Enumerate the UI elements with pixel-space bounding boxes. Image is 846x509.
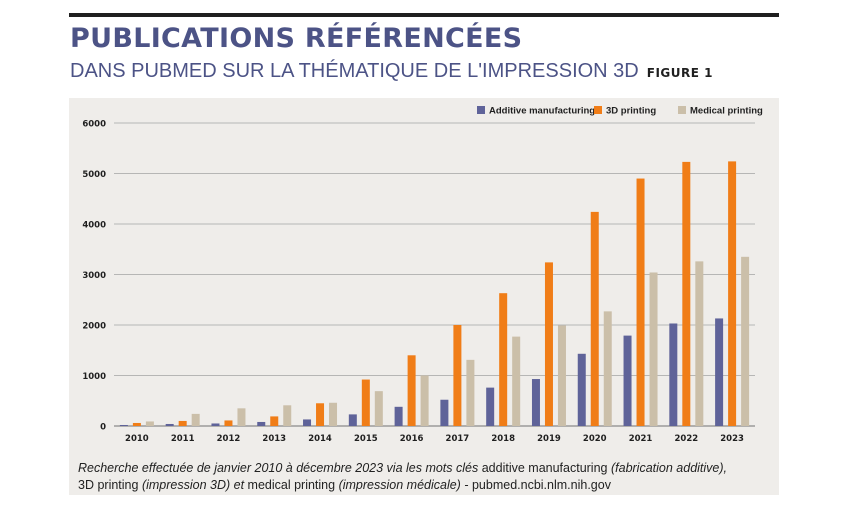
- bar: [407, 355, 416, 426]
- bar: [132, 422, 141, 426]
- bar-chart: 0 1000 2000 3000 4000 5000 6000 2010 2011 2012 201…: [82, 106, 763, 445]
- bar: [270, 416, 279, 426]
- caption-text-2: (fabrication additive),: [610, 461, 728, 475]
- bar: [544, 262, 553, 426]
- legend-label: Additive manufacturing: [489, 106, 595, 117]
- figure-label: FIGURE 1: [646, 66, 713, 80]
- caption-source-link[interactable]: pubmed.ncbi.nlm.nih.gov: [471, 477, 611, 492]
- bar: [453, 325, 462, 426]
- page-title: PUBLICATIONS RÉFÉRENCÉES: [70, 23, 523, 54]
- top-rule: [69, 13, 779, 17]
- bar: [119, 424, 128, 426]
- caption-keyword-medical: medical printing: [247, 477, 336, 492]
- bar: [283, 405, 292, 426]
- bar: [466, 359, 475, 426]
- bar: [577, 353, 586, 426]
- bar: [499, 293, 508, 426]
- x-tick-label: 2023: [720, 434, 744, 444]
- x-tick-label: 2019: [537, 434, 561, 444]
- bar: [728, 161, 737, 426]
- bar: [695, 261, 704, 426]
- y-tick-label: 0: [100, 423, 106, 433]
- caption-text-4: (impression médicale) -: [338, 477, 469, 492]
- x-tick-label: 2017: [446, 434, 470, 444]
- chart-panel: 0 1000 2000 3000 4000 5000 6000 2010 2011 2012 201…: [69, 98, 779, 495]
- bar: [741, 256, 750, 426]
- legend-swatch: [678, 106, 686, 114]
- y-tick-label: 6000: [82, 120, 106, 130]
- bar: [145, 421, 154, 426]
- bar: [682, 161, 691, 426]
- y-tick-label: 5000: [82, 170, 106, 180]
- x-tick-label: 2014: [308, 434, 332, 444]
- bar: [394, 406, 403, 426]
- caption-text-1: Recherche effectuée de janvier 2010 à dé…: [78, 461, 479, 475]
- x-tick-label: 2015: [354, 434, 378, 444]
- bar: [623, 335, 632, 426]
- x-tick-label: 2010: [125, 434, 149, 444]
- bar: [224, 420, 233, 426]
- bar: [329, 402, 338, 426]
- caption-keyword-additive: additive manufacturing: [481, 461, 608, 475]
- bar: [440, 399, 449, 426]
- y-tick-label: 1000: [82, 372, 106, 382]
- bar: [649, 272, 658, 426]
- bar: [237, 408, 246, 426]
- x-tick-label: 2013: [262, 434, 286, 444]
- page-subtitle: DANS PUBMED SUR LA THÉMATIQUE DE L'IMPRE…: [70, 60, 639, 82]
- x-tick-label: 2016: [400, 434, 424, 444]
- bar: [374, 391, 383, 426]
- x-tick-label: 2018: [491, 434, 515, 444]
- legend-label: Medical printing: [690, 106, 763, 117]
- bar: [590, 211, 599, 426]
- x-tick-label: 2012: [217, 434, 241, 444]
- source-caption: Recherche effectuée de janvier 2010 à dé…: [78, 460, 768, 493]
- bar: [557, 325, 566, 426]
- legend-swatch: [594, 106, 602, 114]
- bar: [636, 178, 645, 426]
- y-tick-label: 4000: [82, 221, 106, 231]
- bar: [191, 413, 200, 426]
- bar: [316, 403, 325, 426]
- y-tick-label: 3000: [82, 271, 106, 281]
- bar: [486, 387, 495, 426]
- bar: [531, 379, 540, 426]
- bar: [211, 423, 220, 426]
- bar: [361, 379, 370, 426]
- bar: [257, 421, 266, 426]
- bar: [512, 336, 521, 426]
- bar: [715, 318, 724, 426]
- subtitle-row: DANS PUBMED SUR LA THÉMATIQUE DE L'IMPRE…: [70, 58, 713, 86]
- bar: [669, 323, 678, 426]
- legend-label: 3D printing: [606, 106, 656, 117]
- bar: [348, 414, 357, 426]
- x-tick-label: 2021: [629, 434, 653, 444]
- y-tick-label: 2000: [82, 322, 106, 332]
- bar: [165, 423, 174, 426]
- bar: [303, 419, 312, 426]
- legend-swatch: [477, 106, 485, 114]
- bar: [178, 420, 187, 426]
- caption-text-3: (impression 3D) et: [141, 477, 245, 492]
- x-tick-label: 2011: [171, 434, 195, 444]
- bar: [420, 375, 429, 426]
- bar: [603, 311, 612, 426]
- caption-keyword-3d: 3D printing: [78, 477, 139, 492]
- x-tick-label: 2022: [674, 434, 698, 444]
- x-tick-label: 2020: [583, 434, 607, 444]
